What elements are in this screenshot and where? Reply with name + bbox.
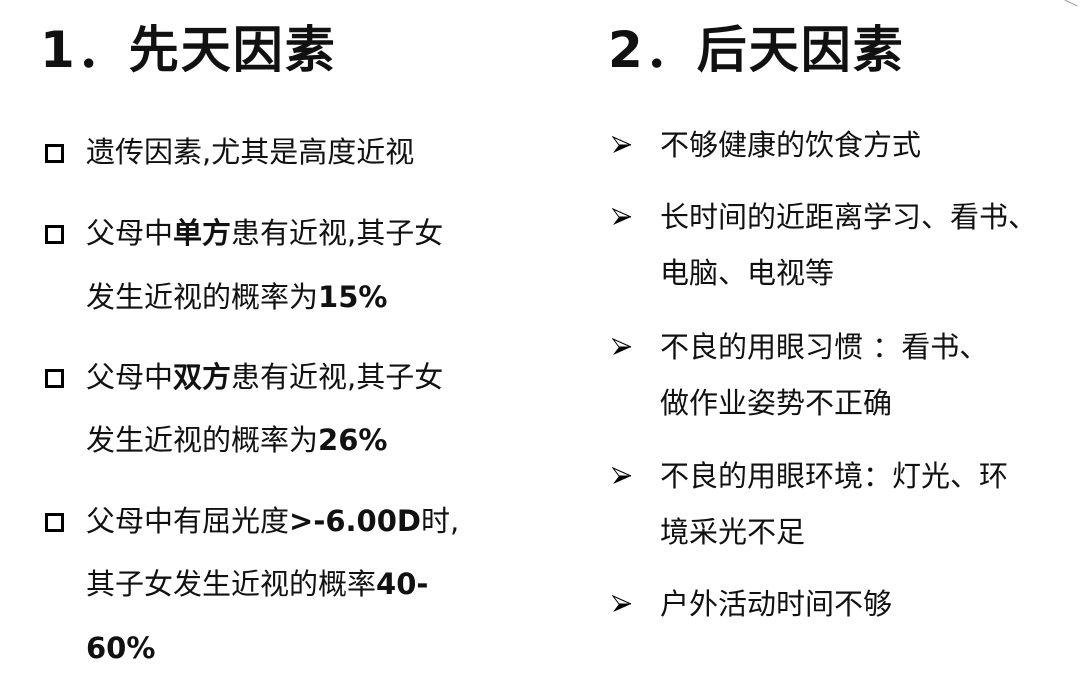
item-text: 境采光不足 <box>660 515 806 549</box>
item-text: 父母中有屈光度 <box>86 504 290 538</box>
item-emphasis: 40- <box>376 567 429 601</box>
corner-mark <box>1064 0 1080 7</box>
square-bullet-icon <box>45 144 64 163</box>
item-text: 长时间的近距离学习、看书、 <box>660 200 1038 234</box>
arrow-bullet-icon <box>612 467 632 485</box>
item-text: 不良的用眼环境：灯光、环 <box>660 459 1009 493</box>
arrow-bullet-icon <box>612 595 632 613</box>
item-text: 发生近视的概率为 <box>86 280 319 314</box>
arrow-bullet-icon <box>612 208 632 226</box>
item-text: 父母中 <box>86 360 174 394</box>
item-text: 患有近视,其子女 <box>231 360 444 394</box>
item-text: 患有近视,其子女 <box>231 216 444 250</box>
left-title: 1．先天因素 <box>40 21 337 79</box>
item-text: 其子女发生近视的概率 <box>86 567 377 601</box>
item-text: 电脑、电视等 <box>660 256 835 290</box>
item-emphasis: 双方 <box>173 360 232 394</box>
item-emphasis: 15% <box>318 280 388 314</box>
arrow-bullet-icon <box>612 136 632 154</box>
square-bullet-icon <box>45 225 64 244</box>
item-emphasis: 单方 <box>173 216 232 250</box>
right-title: 2．后天因素 <box>608 21 905 79</box>
item-text: 做作业姿势不正确 <box>660 386 893 420</box>
item-text: 户外活动时间不够 <box>660 587 893 621</box>
item-emphasis: >-6.00D <box>289 504 421 538</box>
item-text: 不良的用眼习惯 ：看书、 <box>660 330 989 364</box>
item-emphasis: 26% <box>318 423 388 457</box>
square-bullet-icon <box>45 369 64 388</box>
item-emphasis: 60% <box>86 631 156 665</box>
item-text: 时, <box>420 504 460 538</box>
square-bullet-icon <box>45 513 64 532</box>
item-text: 遗传因素,尤其是高度近视 <box>86 135 415 169</box>
item-text: 不够健康的饮食方式 <box>660 128 922 162</box>
item-text: 父母中 <box>86 216 174 250</box>
arrow-bullet-icon <box>612 338 632 356</box>
item-text: 发生近视的概率为 <box>86 423 319 457</box>
